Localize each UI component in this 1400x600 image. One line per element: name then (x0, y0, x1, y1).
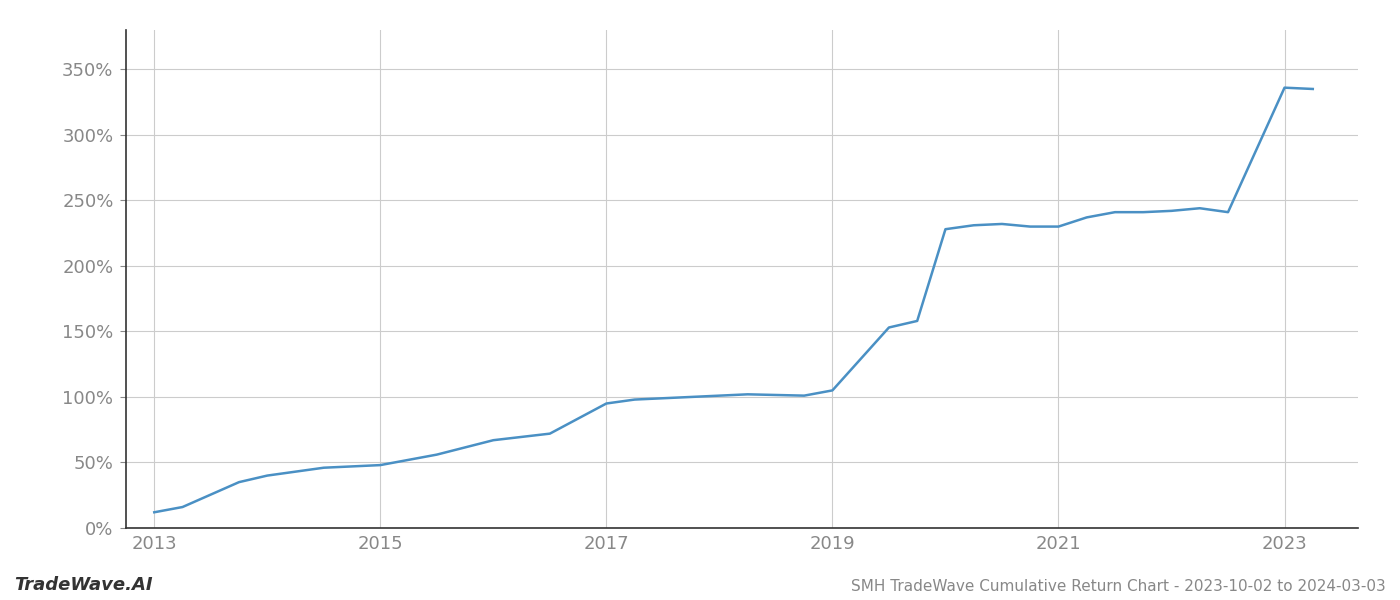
Text: TradeWave.AI: TradeWave.AI (14, 576, 153, 594)
Text: SMH TradeWave Cumulative Return Chart - 2023-10-02 to 2024-03-03: SMH TradeWave Cumulative Return Chart - … (851, 579, 1386, 594)
